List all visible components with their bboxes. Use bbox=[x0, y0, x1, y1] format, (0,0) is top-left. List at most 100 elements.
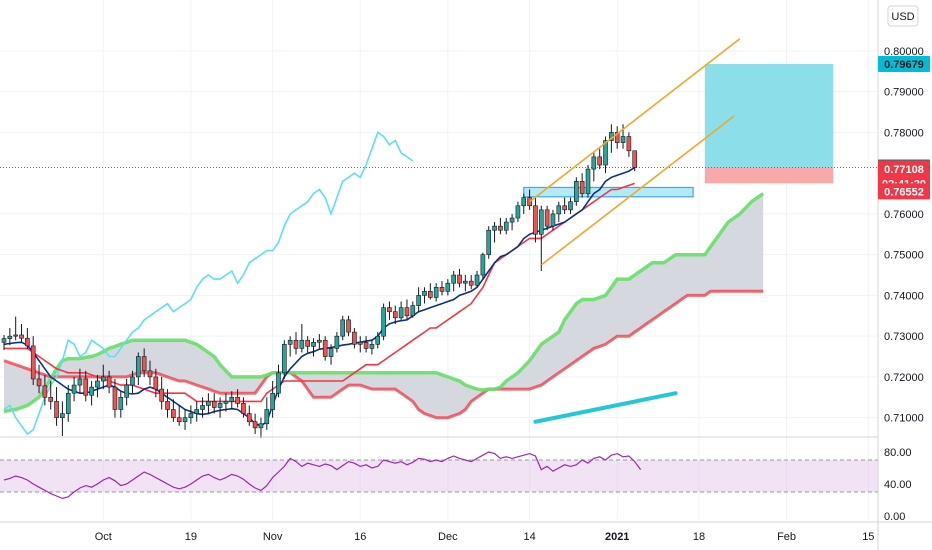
candle-body bbox=[392, 311, 398, 319]
candle bbox=[632, 150, 638, 172]
candle-body bbox=[439, 286, 445, 292]
candle-body bbox=[334, 335, 340, 349]
candle bbox=[568, 197, 573, 214]
candle bbox=[550, 209, 556, 231]
price-tick-label: 0.78000 bbox=[884, 127, 924, 139]
candle bbox=[533, 197, 538, 243]
candle bbox=[305, 336, 310, 353]
candle-body bbox=[206, 401, 211, 406]
candle-body bbox=[188, 413, 194, 418]
price-tick-label: 0.80000 bbox=[884, 46, 924, 58]
price-channel[interactable] bbox=[529, 38, 741, 266]
candle-body bbox=[282, 344, 287, 374]
candle-body bbox=[579, 181, 585, 194]
candle bbox=[65, 385, 71, 422]
candle-body bbox=[136, 356, 141, 378]
candle-body bbox=[299, 339, 305, 349]
time-tick-label: Nov bbox=[263, 531, 283, 543]
candle-body bbox=[118, 396, 124, 410]
loss-zone[interactable] bbox=[704, 167, 834, 184]
candle-body bbox=[591, 156, 597, 170]
candle bbox=[579, 173, 585, 198]
price-grid bbox=[0, 0, 878, 520]
candle-body bbox=[533, 205, 538, 235]
candle-body bbox=[428, 291, 433, 298]
candle-body bbox=[1, 338, 7, 343]
currency-button[interactable]: USD bbox=[887, 5, 919, 27]
candle bbox=[217, 397, 223, 418]
candle-body bbox=[515, 205, 521, 219]
candle-body bbox=[165, 401, 170, 410]
currency-label: USD bbox=[891, 11, 914, 23]
candle bbox=[48, 380, 54, 410]
candle-body bbox=[626, 136, 632, 152]
candle-body bbox=[182, 417, 188, 423]
candle-body bbox=[25, 337, 30, 347]
candle bbox=[171, 399, 176, 422]
candle bbox=[538, 205, 544, 271]
candle-body bbox=[89, 386, 94, 396]
time-tick-label: 19 bbox=[185, 531, 197, 543]
candle bbox=[60, 401, 65, 436]
candle-body bbox=[30, 345, 36, 380]
rsi-band bbox=[0, 460, 878, 492]
candle-body bbox=[597, 156, 602, 166]
candle bbox=[19, 323, 24, 343]
candle-body bbox=[100, 376, 106, 382]
channel-lower-line[interactable] bbox=[540, 115, 735, 266]
rsi-line bbox=[3, 451, 642, 500]
candle-body bbox=[153, 376, 159, 390]
candle bbox=[276, 364, 281, 398]
price-tick-label: 0.76000 bbox=[884, 209, 924, 221]
candle-body bbox=[486, 229, 492, 255]
channel-upper-line[interactable] bbox=[529, 38, 741, 203]
candle-body bbox=[568, 201, 573, 211]
price-badge: 0.79679 bbox=[878, 56, 930, 73]
candle bbox=[416, 287, 421, 312]
candle-body bbox=[445, 282, 451, 292]
candle-body bbox=[264, 409, 270, 425]
candle bbox=[311, 338, 316, 357]
time-tick-label: Feb bbox=[777, 531, 796, 543]
candle bbox=[328, 344, 334, 365]
candle bbox=[89, 380, 94, 406]
price-badge: 0.77108 bbox=[878, 160, 930, 177]
candle-body bbox=[60, 413, 65, 418]
candle-body bbox=[451, 274, 456, 284]
candle bbox=[591, 152, 597, 182]
candle-body bbox=[211, 401, 217, 408]
candle bbox=[54, 387, 59, 426]
candle bbox=[246, 405, 252, 426]
candle-body bbox=[112, 386, 118, 410]
candle-body bbox=[538, 209, 544, 235]
candle bbox=[363, 336, 369, 353]
rsi-tick-label: 40.00 bbox=[884, 479, 912, 491]
candle bbox=[77, 368, 83, 394]
candle-body bbox=[13, 334, 18, 337]
candle bbox=[527, 189, 532, 210]
candle-body bbox=[7, 335, 13, 339]
candle-body bbox=[141, 356, 147, 372]
candle bbox=[614, 126, 620, 149]
candle bbox=[258, 417, 264, 439]
candle-body bbox=[527, 197, 532, 207]
candle-body bbox=[311, 341, 316, 347]
candle-body bbox=[381, 307, 386, 337]
price-tick-label: 0.72000 bbox=[884, 372, 924, 384]
candle bbox=[264, 397, 270, 430]
candle-body bbox=[416, 295, 421, 306]
candle-body bbox=[614, 132, 620, 143]
position-tool[interactable] bbox=[704, 64, 834, 184]
profit-zone[interactable] bbox=[704, 64, 834, 168]
price-badge-bg bbox=[878, 160, 930, 177]
candle-body bbox=[457, 274, 462, 284]
candle-body bbox=[398, 307, 404, 319]
candle-body bbox=[346, 319, 351, 333]
candle-body bbox=[352, 331, 357, 345]
candle-body bbox=[95, 380, 100, 388]
candle-body bbox=[19, 334, 24, 339]
lagging-span bbox=[3, 131, 414, 436]
candle-body bbox=[422, 291, 427, 296]
candle bbox=[457, 268, 462, 288]
candle-body bbox=[521, 197, 527, 207]
